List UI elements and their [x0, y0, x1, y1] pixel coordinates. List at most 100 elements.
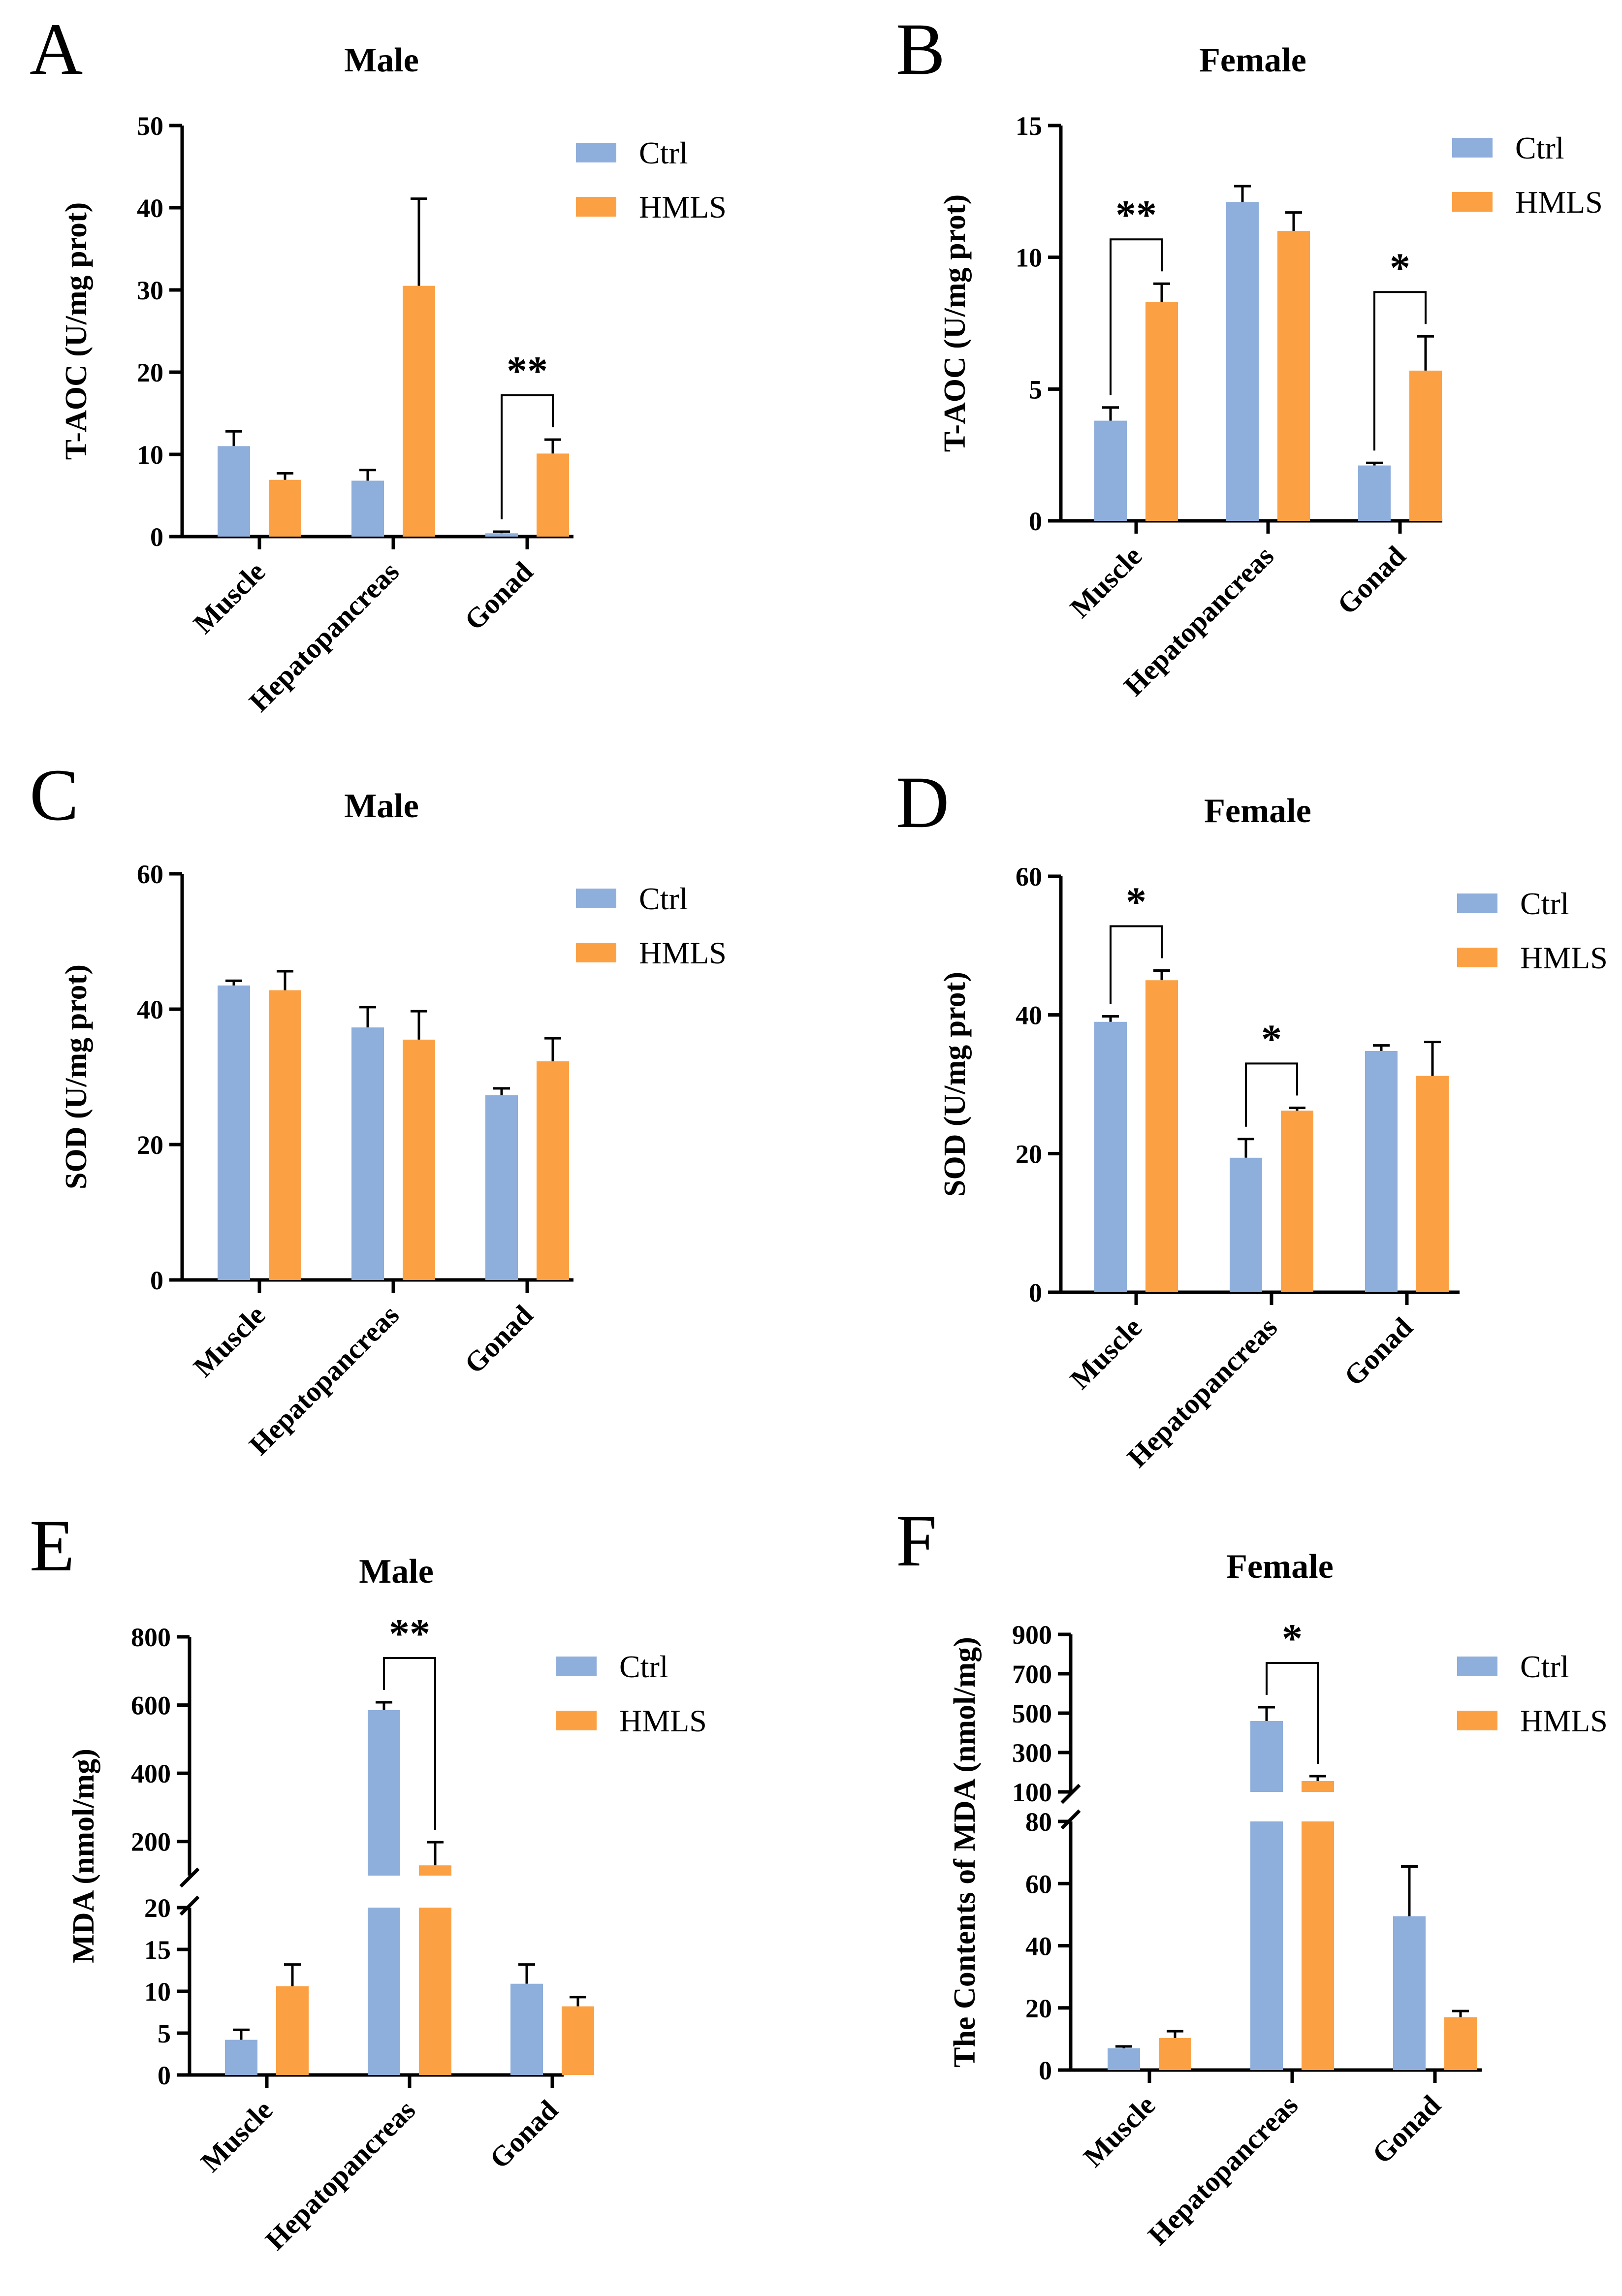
legend-label-hmls: HMLS	[1520, 1703, 1608, 1738]
legend-swatch-hmls	[1452, 192, 1493, 212]
bar-hmls-gonad	[562, 2006, 594, 2075]
significance-label: **	[1115, 192, 1157, 238]
y-tick-label: 50	[137, 111, 163, 141]
bar-ctrl-hepatopancreas-lower	[1250, 1821, 1283, 2070]
panel-letter: A	[30, 8, 83, 90]
bar-hmls-hepatopancreas-lower	[419, 1908, 451, 2075]
y-tick-label: 60	[1016, 862, 1042, 892]
y-tick-label: 100	[1012, 1778, 1052, 1807]
bar-hmls-muscle	[1159, 2038, 1191, 2070]
y-tick-label: 40	[1016, 1001, 1042, 1030]
significance-label: *	[1261, 1016, 1282, 1062]
y-tick-label: 0	[1039, 2056, 1052, 2085]
panel-title: Female	[1204, 792, 1311, 830]
bar-ctrl-muscle	[225, 2040, 257, 2075]
y-tick-label: 300	[1012, 1738, 1052, 1768]
bar-ctrl-gonad	[510, 1983, 543, 2075]
legend-swatch-ctrl	[576, 889, 616, 908]
significance-bracket	[1245, 1062, 1298, 1127]
y-tick-label: 15	[144, 1935, 171, 1965]
bar-hmls-muscle	[269, 479, 301, 537]
y-tick-label: 40	[1025, 1932, 1052, 1961]
y-tick-label: 500	[1012, 1699, 1052, 1728]
legend-label-ctrl: Ctrl	[639, 135, 688, 170]
y-tick-label: 0	[1029, 507, 1042, 536]
y-tick-label: 20	[137, 358, 163, 387]
y-axis-label: T-AOC (U/mg prot)	[60, 202, 93, 460]
x-tick-label: Muscle	[187, 555, 271, 639]
bar-ctrl-gonad	[1358, 465, 1391, 521]
legend-swatch-hmls	[1457, 948, 1497, 967]
y-tick-label: 30	[137, 276, 163, 305]
panel-a: A Male 0 10 20 30 40 50 T-AOC (U/mg prot) Muscle H…	[30, 8, 727, 718]
y-tick-label: 0	[1029, 1278, 1042, 1307]
legend-label-hmls: HMLS	[1515, 185, 1603, 220]
legend-label-ctrl: Ctrl	[1520, 886, 1569, 921]
y-tick-label: 80	[1025, 1807, 1052, 1837]
y-tick-label: 800	[131, 1623, 171, 1652]
y-tick-label: 20	[1016, 1139, 1042, 1169]
significance-bracket	[1110, 925, 1163, 1004]
bar-hmls-muscle	[276, 1986, 309, 2075]
significance-bracket	[1110, 238, 1163, 395]
y-tick-label: 5	[158, 2019, 171, 2048]
legend-swatch-hmls	[576, 197, 616, 217]
axis-break-mark	[179, 1867, 200, 1888]
bar-ctrl-gonad	[485, 1095, 518, 1280]
bar-ctrl-muscle	[1094, 1021, 1127, 1292]
y-tick-label: 900	[1012, 1620, 1052, 1650]
x-tick-label: Hepatopancreas	[259, 2094, 421, 2256]
significance-label: **	[389, 1611, 430, 1657]
panel-title: Male	[344, 787, 419, 825]
significance-label: *	[1282, 1616, 1303, 1661]
bar-ctrl-hepatopancreas	[1230, 1157, 1262, 1292]
legend-swatch-hmls	[1457, 1711, 1497, 1730]
panel-e: E Male 0 5 10 15 20 200 400 600 800 MDA (nmol/mg) Mu…	[30, 1505, 707, 2256]
panel-title: Male	[359, 1553, 434, 1591]
y-tick-label: 40	[137, 995, 163, 1024]
x-tick-label: Gonad	[1338, 1311, 1419, 1392]
bar-ctrl-hepatopancreas-lower	[368, 1908, 400, 2075]
legend-swatch-hmls	[556, 1711, 597, 1730]
legend-swatch-ctrl	[1457, 893, 1497, 913]
bar-ctrl-hepatopancreas-upper	[1250, 1721, 1283, 1792]
y-tick-label: 10	[137, 440, 163, 470]
significance-label: **	[507, 348, 548, 394]
bar-ctrl-hepatopancreas-upper	[368, 1710, 400, 1876]
y-axis-label: T-AOC (U/mg prot)	[938, 194, 972, 452]
y-tick-label: 20	[137, 1130, 163, 1160]
bar-hmls-muscle	[1145, 980, 1178, 1292]
x-tick-label: Hepatopancreas	[1142, 2089, 1304, 2251]
bar-hmls-gonad	[1444, 2017, 1477, 2070]
y-tick-label: 20	[1025, 1994, 1052, 2023]
bar-hmls-hepatopancreas	[403, 286, 435, 537]
legend-label-hmls: HMLS	[1520, 940, 1608, 975]
bar-hmls-gonad	[1409, 370, 1442, 521]
x-tick-label: Muscle	[194, 2094, 279, 2178]
legend-label-ctrl: Ctrl	[1520, 1649, 1569, 1684]
y-axis-label: SOD (U/mg prot)	[60, 964, 93, 1189]
y-tick-label: 60	[137, 860, 163, 889]
bar-ctrl-muscle	[218, 446, 250, 537]
bar-ctrl-hepatopancreas	[351, 480, 384, 537]
panel-letter: C	[30, 754, 79, 836]
y-axis-label: MDA (nmol/mg)	[67, 1749, 100, 1963]
legend-label-ctrl: Ctrl	[619, 1649, 668, 1684]
panel-title: Male	[344, 41, 419, 79]
significance-label: *	[1126, 879, 1146, 925]
y-tick-label: 40	[137, 193, 163, 223]
bar-hmls-muscle	[269, 990, 301, 1280]
bar-hmls-hepatopancreas	[1281, 1111, 1313, 1292]
y-tick-label: 600	[131, 1691, 171, 1721]
legend-label-hmls: HMLS	[639, 935, 727, 970]
x-tick-label: Gonad	[458, 555, 540, 637]
legend-label-hmls: HMLS	[619, 1703, 707, 1738]
bar-hmls-hepatopancreas	[1277, 231, 1310, 521]
axis-break-mark	[179, 1895, 200, 1916]
bar-hmls-gonad	[537, 453, 569, 537]
x-tick-label: Muscle	[1064, 1311, 1148, 1395]
bar-hmls-hepatopancreas-upper	[1302, 1781, 1334, 1792]
